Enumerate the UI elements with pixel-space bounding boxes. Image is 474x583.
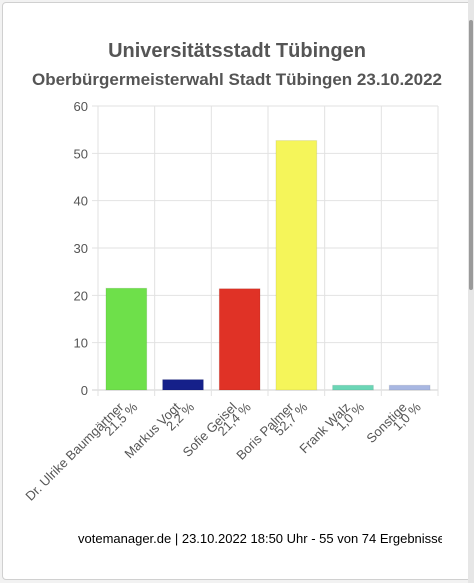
y-tick-label: 10 [74, 336, 88, 351]
y-tick-label: 30 [74, 241, 88, 256]
scrollbar-thumb[interactable] [469, 20, 473, 290]
y-tick-label: 50 [74, 146, 88, 161]
bar [105, 287, 148, 391]
chart-title: Universitätsstadt Tübingen [108, 40, 366, 62]
y-tick-label: 20 [74, 288, 88, 303]
bar [162, 379, 204, 391]
bar [275, 140, 318, 391]
chart-subtitle: Oberbürgermeisterwahl Stadt Tübingen 23.… [31, 70, 443, 89]
scrollbar[interactable] [468, 0, 474, 583]
bar [332, 384, 374, 391]
y-tick-label: 0 [81, 383, 88, 398]
y-tick-label: 60 [74, 99, 88, 114]
bar [388, 384, 431, 391]
y-tick-label: 40 [74, 194, 88, 209]
bar [218, 288, 261, 391]
x-tick-label: Dr. Ulrike Baumgärtner [22, 399, 127, 504]
source-footer: votemanager.de | 23.10.2022 18:50 Uhr - … [78, 531, 442, 546]
